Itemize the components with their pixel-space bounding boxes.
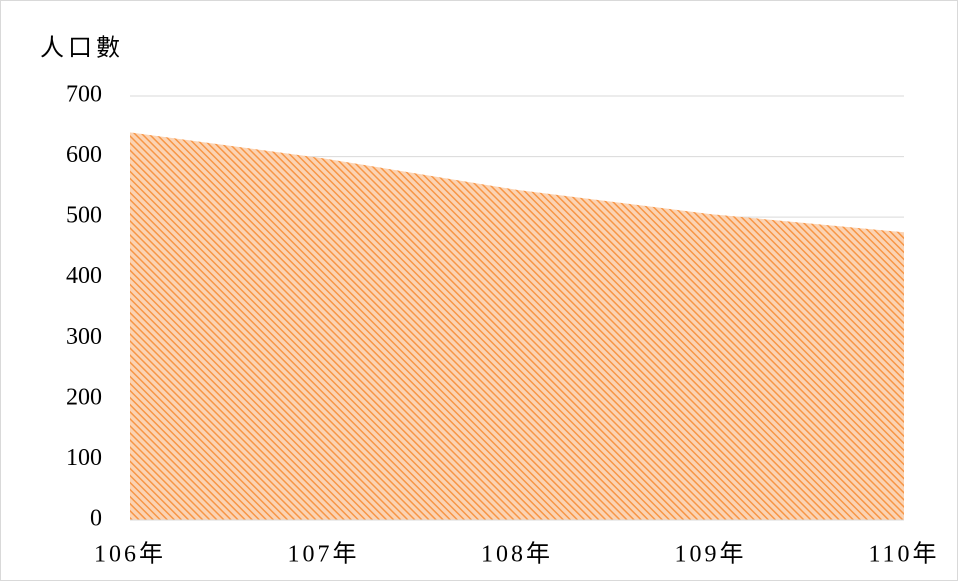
y-tick-label: 300 (66, 324, 102, 350)
x-tick-label: 106年 (94, 541, 166, 568)
x-tick-label: 110年 (868, 541, 939, 568)
y-tick-label: 500 (66, 203, 102, 229)
y-tick-label: 0 (90, 506, 102, 532)
y-tick-label: 400 (66, 263, 102, 289)
area (130, 132, 904, 521)
y-axis-title: 人口數 (40, 35, 124, 62)
x-tick-label: 109年 (675, 541, 747, 568)
y-tick-label: 600 (66, 142, 102, 168)
y-tick-label: 200 (66, 384, 102, 410)
x-tick-label: 107年 (288, 541, 360, 568)
x-tick-label: 108年 (481, 541, 553, 568)
y-tick-label: 100 (66, 445, 102, 471)
y-tick-label: 700 (66, 82, 102, 108)
